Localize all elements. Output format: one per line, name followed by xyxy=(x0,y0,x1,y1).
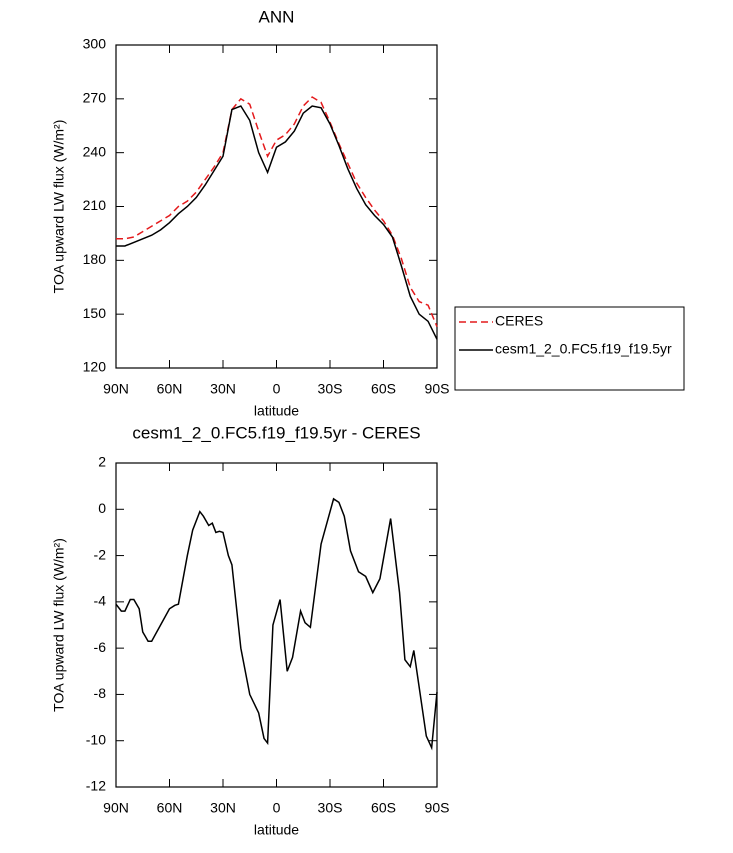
data-line xyxy=(116,105,438,340)
y-tick-label: 2 xyxy=(98,454,106,470)
data-line xyxy=(115,497,438,751)
x-axis-title: latitude xyxy=(254,403,299,419)
x-tick-label: 90N xyxy=(103,381,129,397)
x-tick-label: 90S xyxy=(425,800,450,816)
y-tick-label: -10 xyxy=(86,731,106,747)
x-axis-title: latitude xyxy=(254,822,299,838)
y-tick-label: 240 xyxy=(83,143,107,159)
y-axis-title: TOA upward LW flux (W/m²) xyxy=(51,120,67,294)
y-tick-label: 0 xyxy=(98,500,106,516)
y-tick-label: -2 xyxy=(94,546,107,562)
x-tick-label: 90N xyxy=(103,800,129,816)
y-axis-title: TOA upward LW flux (W/m²) xyxy=(51,538,67,712)
legend-box xyxy=(454,306,685,391)
chart-title: cesm1_2_0.FC5.f19_f19.5yr - CERES xyxy=(132,423,420,442)
chart-title: ANN xyxy=(259,7,295,26)
y-tick-label: -4 xyxy=(94,593,107,609)
y-tick-label: 150 xyxy=(83,305,107,321)
legend-label: cesm1_2_0.FC5.f19_f19.5yr xyxy=(495,341,672,357)
y-tick-label: -8 xyxy=(94,685,107,701)
x-tick-label: 30S xyxy=(318,381,343,397)
x-tick-label: 60S xyxy=(371,381,396,397)
y-tick-label: 210 xyxy=(83,197,107,213)
y-tick-label: 120 xyxy=(83,359,107,375)
y-tick-label: 300 xyxy=(83,36,107,52)
y-tick-label: -12 xyxy=(86,778,106,794)
x-tick-label: 30N xyxy=(210,800,236,816)
y-tick-label: 180 xyxy=(83,251,107,267)
plot-frame xyxy=(115,44,438,369)
x-tick-label: 30S xyxy=(318,800,343,816)
plot-frame xyxy=(115,462,438,788)
y-tick-label: -6 xyxy=(94,639,107,655)
x-tick-label: 30N xyxy=(210,381,236,397)
x-tick-label: 60N xyxy=(157,800,183,816)
x-tick-label: 0 xyxy=(273,800,281,816)
x-tick-label: 60S xyxy=(371,800,396,816)
y-tick-label: 270 xyxy=(83,90,107,106)
x-tick-label: 60N xyxy=(157,381,183,397)
x-tick-label: 90S xyxy=(425,381,450,397)
x-tick-label: 0 xyxy=(273,381,281,397)
data-line xyxy=(116,96,438,328)
legend-label: CERES xyxy=(495,313,543,329)
